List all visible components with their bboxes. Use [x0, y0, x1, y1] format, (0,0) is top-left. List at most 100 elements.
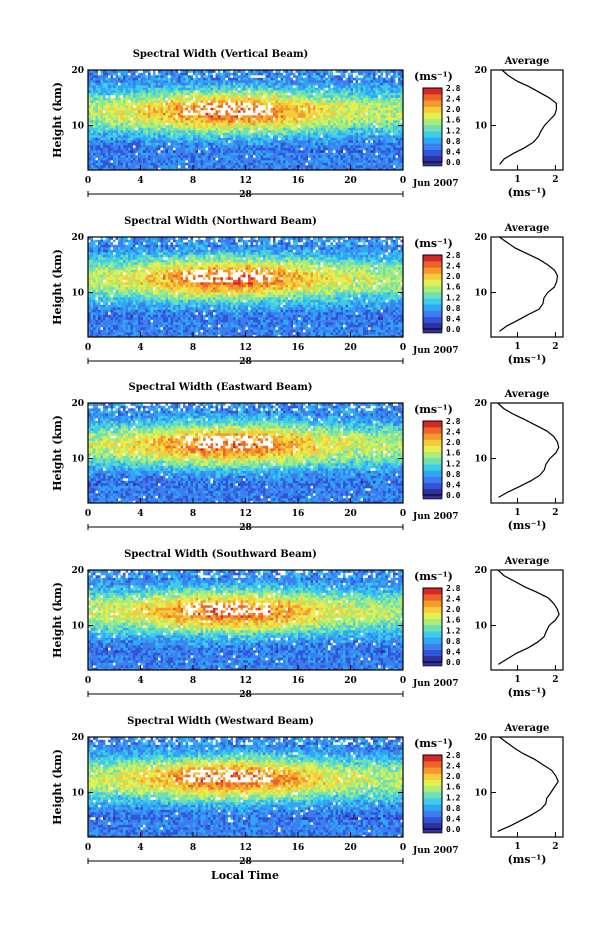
heatmap-cell: [185, 110, 189, 113]
heatmap-cell: [98, 132, 101, 136]
heatmap-cell: [230, 117, 234, 121]
heatmap-cell: [165, 102, 169, 106]
heatmap-cell: [103, 107, 106, 111]
heatmap-cell: [145, 107, 149, 111]
heatmap-cell: [203, 142, 206, 146]
heatmap-cell: [160, 115, 164, 118]
heatmap-cell: [333, 130, 336, 133]
heatmap-cell: [375, 115, 379, 118]
heatmap-cell: [108, 157, 111, 161]
heatmap-cell: [375, 72, 379, 76]
heatmap-cell: [133, 147, 136, 151]
heatmap-cell: [275, 107, 279, 111]
heatmap-cell: [118, 110, 121, 113]
heatmap-cell: [198, 92, 201, 96]
heatmap-cell: [358, 115, 361, 118]
heatmap-cell: [150, 117, 154, 121]
heatmap-cell: [145, 90, 149, 93]
heatmap-cell: [208, 70, 211, 73]
heatmap-cell: [188, 135, 191, 138]
heatmap-cell: [393, 72, 396, 76]
heatmap-cell: [268, 167, 271, 170]
heatmap-cell: [393, 162, 396, 166]
heatmap-cell: [355, 137, 359, 141]
heatmap-cell: [300, 92, 304, 96]
heatmap-cell: [348, 137, 351, 141]
heatmap-cell: [353, 140, 356, 143]
heatmap-cell: [88, 160, 91, 163]
heatmap-cell: [380, 145, 384, 148]
heatmap-cell: [208, 82, 211, 86]
heatmap-cell: [190, 137, 194, 141]
heatmap-cell: [143, 107, 146, 111]
heatmap-cell: [140, 87, 144, 91]
heatmap-cell: [185, 122, 189, 126]
heatmap-cell: [158, 92, 161, 96]
heatmap-cell: [313, 155, 316, 158]
heatmap-cell: [215, 137, 219, 141]
heatmap-cell: [158, 85, 161, 88]
heatmap-cell: [165, 152, 169, 156]
heatmap-cell: [118, 77, 121, 81]
heatmap-cell: [240, 112, 244, 116]
heatmap-cell: [233, 85, 236, 88]
heatmap-cell: [310, 120, 314, 123]
heatmap-cell: [233, 110, 236, 113]
heatmap-cell: [208, 135, 211, 138]
heatmap-cell: [90, 77, 94, 81]
heatmap-cell: [260, 107, 264, 111]
heatmap-cell: [143, 127, 146, 131]
heatmap-cell: [395, 72, 399, 76]
heatmap-cell: [88, 140, 91, 143]
heatmap-cell: [313, 102, 316, 106]
heatmap-cell: [285, 107, 289, 111]
heatmap-cell: [123, 112, 126, 116]
heatmap-cell: [305, 135, 309, 138]
heatmap-cell: [328, 87, 331, 91]
heatmap-cell: [198, 127, 201, 131]
heatmap-cell: [270, 85, 274, 88]
heatmap-cell: [163, 122, 166, 126]
heatmap-cell: [333, 112, 336, 116]
heatmap-cell: [155, 85, 159, 88]
heatmap-cell: [160, 117, 164, 121]
heatmap-cell: [133, 155, 136, 158]
heatmap-cell: [143, 72, 146, 76]
heatmap-cell: [335, 167, 339, 170]
heatmap-cell: [243, 77, 246, 81]
heatmap-cell: [103, 132, 106, 136]
heatmap-cell: [310, 100, 314, 103]
heatmap-cell: [300, 165, 304, 168]
heatmap-cell: [310, 75, 314, 78]
heatmap-cell: [353, 135, 356, 138]
heatmap-cell: [170, 105, 174, 108]
heatmap-cell: [325, 155, 329, 158]
heatmap-cell: [245, 155, 249, 158]
heatmap-cell: [305, 132, 309, 136]
heatmap-cell: [218, 130, 221, 133]
heatmap-cell: [285, 137, 289, 141]
heatmap-cell: [250, 87, 254, 91]
heatmap-cell: [165, 127, 169, 131]
heatmap-cell: [160, 92, 164, 96]
heatmap-cell: [140, 130, 144, 133]
heatmap-cell: [335, 162, 339, 166]
heatmap-cell: [378, 105, 381, 108]
heatmap-cell: [213, 157, 216, 161]
heatmap-cell: [205, 155, 209, 158]
heatmap-cell: [378, 112, 381, 116]
heatmap-cell: [150, 162, 154, 166]
heatmap-cell: [333, 155, 336, 158]
heatmap-cell: [343, 120, 346, 123]
heatmap-cell: [338, 160, 341, 163]
heatmap-cell: [383, 167, 386, 170]
heatmap-cell: [320, 157, 324, 161]
heatmap-cell: [348, 102, 351, 106]
heatmap-cell: [303, 115, 306, 118]
heatmap-cell: [98, 155, 101, 158]
heatmap-cell: [255, 157, 259, 161]
heatmap-cell: [235, 90, 239, 93]
heatmap-cell: [300, 162, 304, 166]
heatmap-cell: [270, 110, 274, 113]
heatmap-cell: [288, 150, 291, 153]
